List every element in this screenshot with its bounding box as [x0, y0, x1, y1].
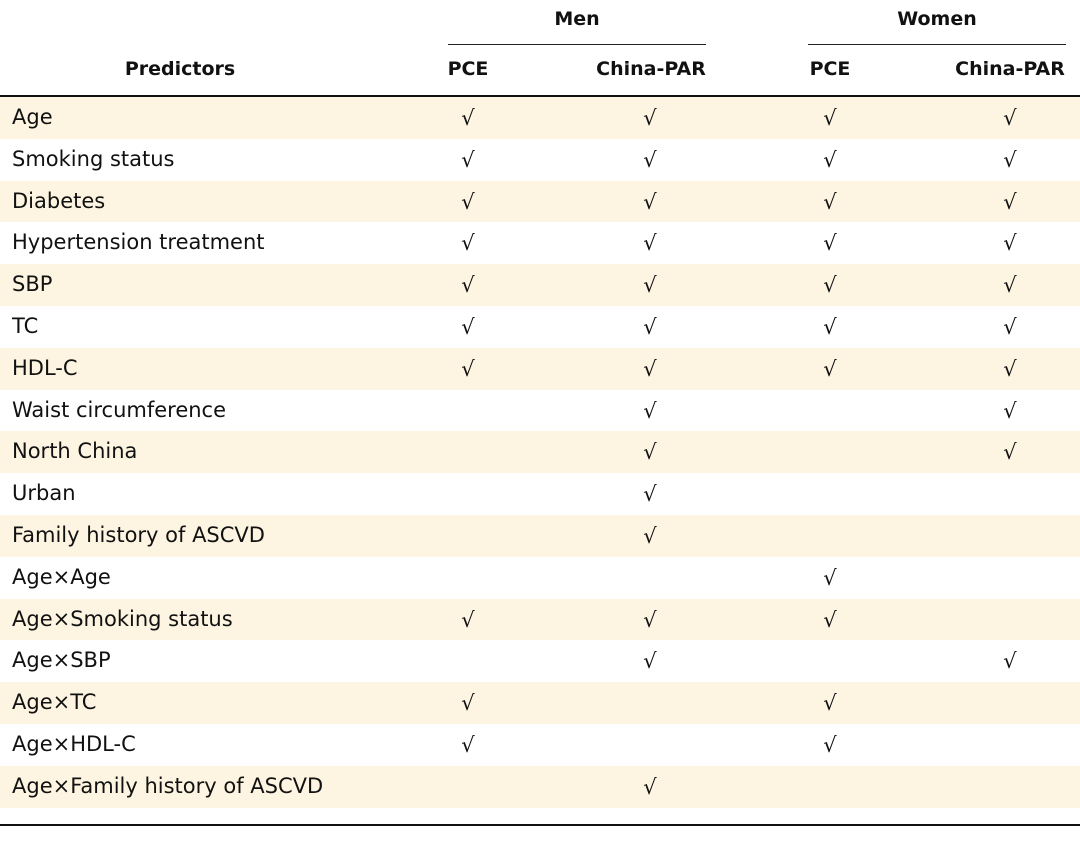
row-label: Hypertension treatment — [12, 230, 265, 255]
table-row: Age×HDL-C √ √ — [0, 724, 1080, 766]
header-rule — [0, 95, 1080, 97]
check-mark-men-pce: √ — [461, 732, 475, 757]
table-row: Hypertension treatment √ √ √ √ — [0, 222, 1080, 264]
check-mark-women-pce: √ — [823, 231, 837, 256]
row-label: Age×HDL-C — [12, 731, 136, 756]
check-mark-women-china-par: √ — [1003, 273, 1017, 298]
row-label: Age — [12, 105, 53, 129]
row-label: Family history of ASCVD — [12, 522, 265, 547]
check-mark-women-pce: √ — [823, 273, 837, 298]
check-mark-men-china-par: √ — [643, 398, 657, 423]
row-label: Age×TC — [12, 690, 97, 715]
row-label: Smoking status — [12, 146, 175, 171]
check-mark-women-china-par: √ — [1003, 106, 1017, 130]
check-mark-men-china-par: √ — [643, 314, 657, 339]
check-mark-women-china-par: √ — [1003, 189, 1017, 214]
row-label: Diabetes — [12, 188, 106, 213]
check-mark-men-china-par: √ — [643, 106, 657, 130]
check-mark-men-china-par: √ — [643, 147, 657, 172]
group-header-men: Men — [554, 8, 600, 30]
check-mark-women-pce: √ — [823, 565, 837, 590]
check-mark-women-pce: √ — [823, 356, 837, 381]
check-mark-women-pce: √ — [823, 732, 837, 757]
column-header-men-china-par: China-PAR — [596, 58, 706, 80]
row-label: North China — [12, 439, 138, 464]
column-header-men-pce: PCE — [447, 58, 489, 80]
check-mark-women-pce: √ — [823, 106, 837, 130]
row-label: Age×Smoking status — [12, 606, 233, 631]
row-label: SBP — [12, 272, 53, 297]
check-mark-women-china-par: √ — [1003, 356, 1017, 381]
check-mark-men-china-par: √ — [643, 273, 657, 298]
check-mark-men-china-par: √ — [643, 440, 657, 465]
table-row: North China √ √ — [0, 431, 1080, 474]
check-mark-men-china-par: √ — [643, 649, 657, 674]
check-mark-men-pce: √ — [461, 106, 475, 130]
table-row: HDL-C √ √ √ √ — [0, 347, 1080, 390]
group-rule-women — [808, 44, 1066, 45]
table-row: SBP √ √ √ √ — [0, 264, 1080, 306]
check-mark-men-pce: √ — [461, 231, 475, 256]
check-mark-men-china-par: √ — [643, 231, 657, 256]
row-label: Waist circumference — [12, 397, 227, 422]
check-mark-men-pce: √ — [461, 147, 475, 172]
table-row: Age×Family history of ASCVD √ — [0, 765, 1080, 808]
check-mark-women-china-par: √ — [1003, 440, 1017, 465]
table-row: Age×Age √ — [0, 557, 1080, 599]
check-mark-women-pce: √ — [823, 189, 837, 214]
check-mark-men-pce: √ — [461, 314, 475, 339]
table-body: Age √ √ √ √ Smoking status √ √ √ √ Diabetes √ √ √ √ Hyp… — [0, 97, 1080, 808]
table-row: Age×TC √ √ — [0, 682, 1080, 724]
bottom-rule — [0, 824, 1080, 826]
check-mark-women-china-par: √ — [1003, 314, 1017, 339]
check-mark-women-china-par: √ — [1003, 398, 1017, 423]
check-mark-women-pce: √ — [823, 607, 837, 632]
check-mark-women-china-par: √ — [1003, 147, 1017, 172]
check-mark-men-china-par: √ — [643, 774, 657, 799]
table-row: Diabetes √ √ √ √ — [0, 180, 1080, 223]
check-mark-men-pce: √ — [461, 607, 475, 632]
column-header-women-pce: PCE — [809, 58, 851, 80]
check-mark-men-pce: √ — [461, 189, 475, 214]
check-mark-women-pce: √ — [823, 314, 837, 339]
check-mark-men-pce: √ — [461, 273, 475, 298]
column-header-predictors: Predictors — [124, 58, 236, 80]
check-mark-women-china-par: √ — [1003, 231, 1017, 256]
check-mark-men-china-par: √ — [643, 482, 657, 507]
table-row: Age×SBP √ √ — [0, 640, 1080, 682]
row-label: Age×Age — [12, 564, 111, 589]
table-row: Family history of ASCVD √ — [0, 514, 1080, 557]
table-row: Urban √ — [0, 473, 1080, 515]
group-rule-men — [448, 44, 706, 45]
check-mark-men-china-par: √ — [643, 189, 657, 214]
check-mark-men-china-par: √ — [643, 523, 657, 548]
check-mark-men-pce: √ — [461, 356, 475, 381]
table-row: Waist circumference √ √ — [0, 390, 1080, 432]
table-row: Age √ √ √ √ — [0, 97, 1080, 139]
table-row: Age×Smoking status √ √ √ — [0, 598, 1080, 641]
row-label: Urban — [12, 481, 76, 506]
check-mark-men-pce: √ — [461, 691, 475, 716]
column-header-women-china-par: China-PAR — [955, 58, 1065, 80]
row-label: TC — [12, 313, 39, 338]
check-mark-women-china-par: √ — [1003, 649, 1017, 674]
table-row: Smoking status √ √ √ √ — [0, 139, 1080, 181]
check-mark-men-china-par: √ — [643, 607, 657, 632]
check-mark-women-pce: √ — [823, 691, 837, 716]
group-header-women: Women — [897, 8, 977, 30]
table-row: TC √ √ √ √ — [0, 306, 1080, 348]
check-mark-women-pce: √ — [823, 147, 837, 172]
row-label: HDL-C — [12, 355, 78, 380]
row-label: Age×SBP — [12, 648, 111, 673]
check-mark-men-china-par: √ — [643, 356, 657, 381]
row-label: Age×Family history of ASCVD — [12, 773, 324, 798]
